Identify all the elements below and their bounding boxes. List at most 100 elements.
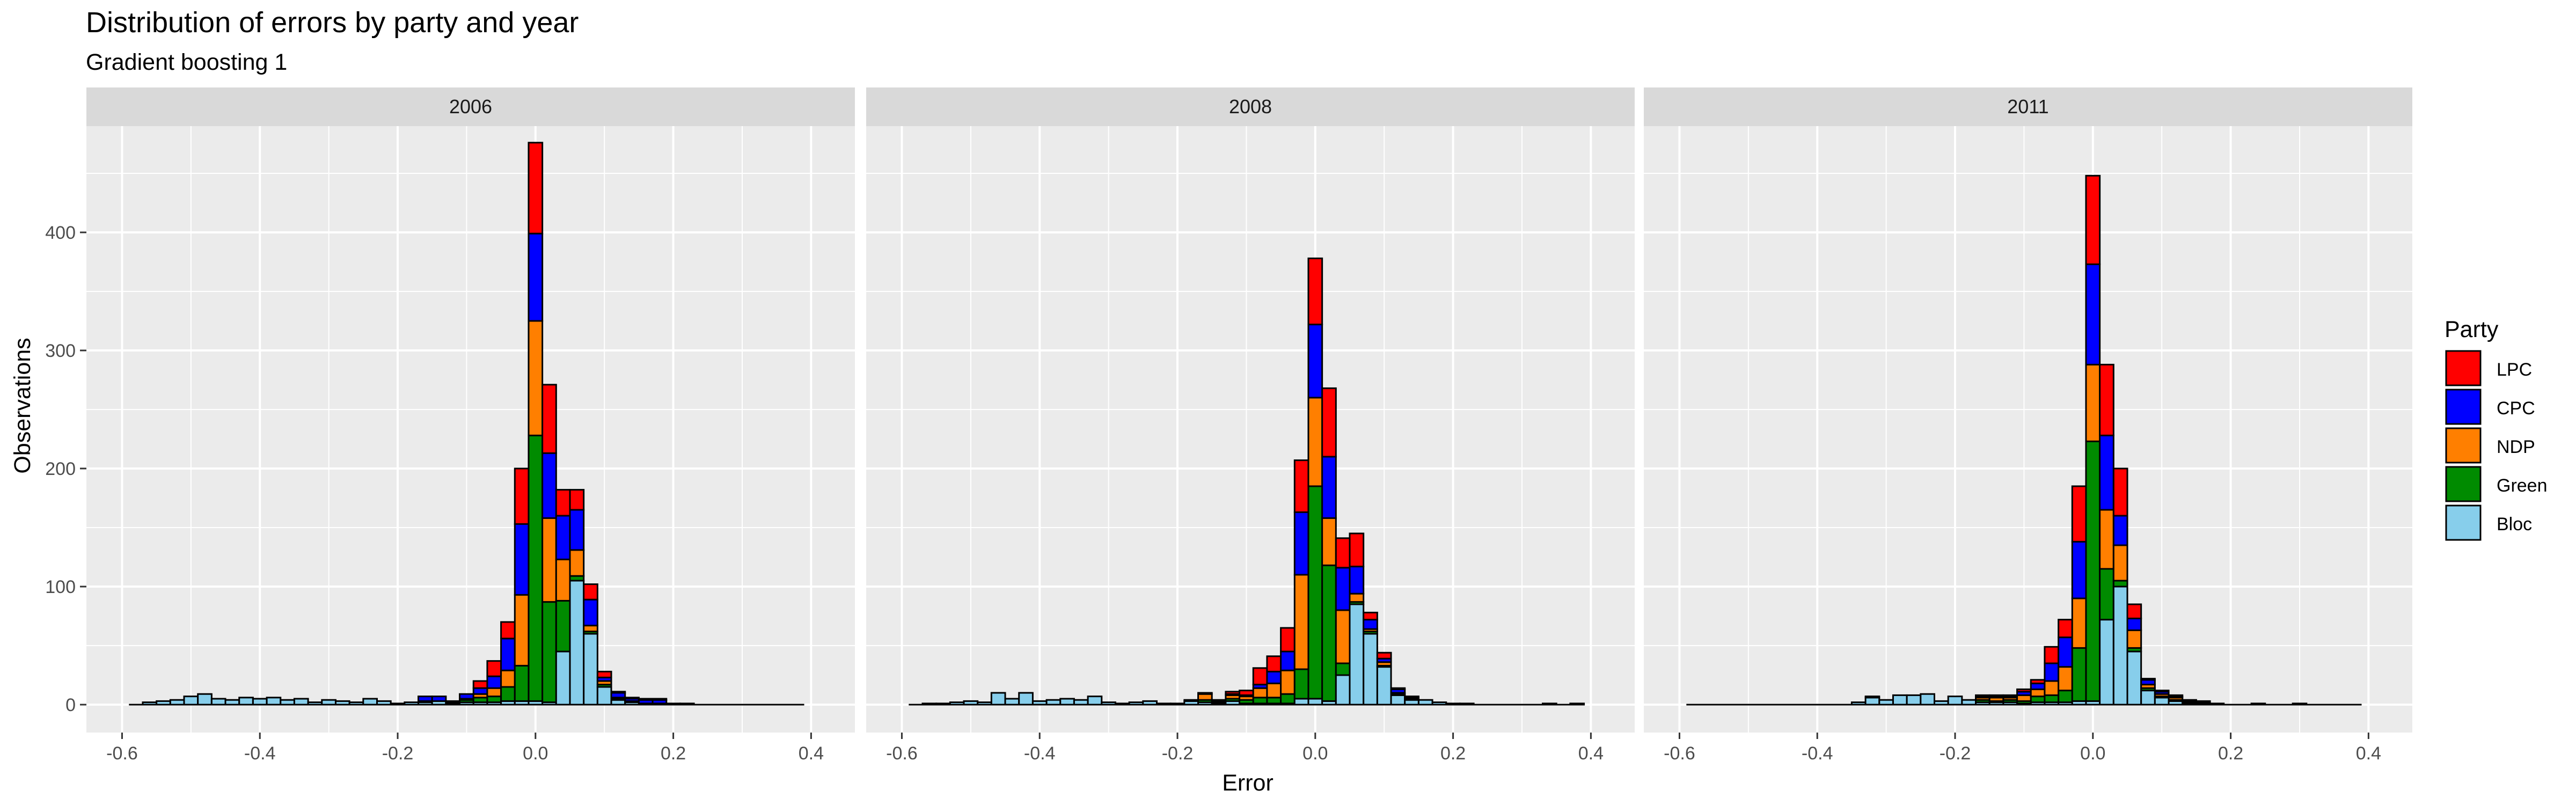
bar-ndp — [2126, 629, 2142, 649]
panel-background — [1644, 126, 2412, 733]
bar-lpc — [1293, 459, 1309, 513]
bar-lpc — [583, 583, 598, 601]
bar-green — [2071, 647, 2087, 702]
bar-ndp — [1307, 397, 1323, 487]
bar-green — [1321, 564, 1337, 702]
bar-ndp — [2112, 544, 2128, 582]
bar-lpc — [1975, 694, 1990, 698]
bar-lpc — [2085, 174, 2101, 265]
legend-swatch — [2445, 350, 2482, 386]
facet-strip — [866, 87, 1635, 126]
legend-item-cpc: CPC — [2445, 389, 2535, 425]
bar-lpc — [555, 489, 571, 517]
legend-label: Bloc — [2497, 514, 2532, 535]
bar-bloc — [266, 697, 282, 706]
bar-bloc — [1864, 697, 1880, 706]
x-tick-label: -0.4 — [244, 743, 276, 764]
bar-ndp — [583, 625, 598, 633]
x-tick-label: -0.2 — [382, 743, 414, 764]
legend-item-lpc: LPC — [2445, 350, 2532, 386]
bar-cpc — [1321, 456, 1337, 519]
bar-ndp — [1197, 693, 1213, 701]
bar-cpc — [459, 693, 474, 700]
facet-panel-2011: 2011 -0.6 -0.4 -0.2 0.0 0.2 0.4 — [1644, 87, 2412, 764]
bar-lpc — [1335, 537, 1351, 569]
bar-bloc — [1920, 693, 1935, 706]
bar-cpc — [431, 696, 447, 702]
bar-bloc — [1947, 696, 1963, 706]
bar-ndp — [1252, 687, 1268, 699]
bar-green — [1293, 668, 1309, 700]
bar-green — [2112, 580, 2128, 588]
bar-bloc — [238, 697, 254, 706]
bar-cpc — [2058, 636, 2073, 668]
bar-cpc — [569, 509, 585, 551]
bar-cpc — [500, 638, 516, 671]
bar-bloc — [197, 693, 213, 706]
bar-cpc — [418, 696, 433, 702]
bar-lpc — [500, 621, 516, 640]
bar-bloc — [1087, 696, 1103, 706]
bar-bloc — [596, 686, 612, 706]
legend-item-green: Green — [2445, 466, 2548, 502]
bar-ndp — [1280, 669, 1296, 695]
bar-lpc — [1211, 699, 1227, 702]
bar-lpc — [1280, 627, 1296, 653]
bar-lpc — [1349, 532, 1365, 568]
bar-bloc — [569, 580, 585, 706]
x-tick-label: 0.0 — [2080, 743, 2105, 764]
legend-swatch — [2445, 504, 2482, 541]
bar-bloc — [1363, 633, 1378, 706]
bar-bloc — [1293, 698, 1309, 706]
bar-bloc — [210, 698, 226, 706]
bar-green — [2099, 568, 2114, 621]
bar-cpc — [1349, 566, 1365, 595]
bar-cpc — [583, 598, 598, 627]
bars — [1850, 174, 2308, 706]
bar-lpc — [1266, 655, 1282, 672]
bar-lpc — [610, 691, 626, 694]
bar-lpc — [624, 697, 640, 700]
bar-lpc — [1363, 611, 1378, 621]
x-tick-label: -0.6 — [106, 743, 138, 764]
x-tick-label: 0.4 — [2356, 743, 2381, 764]
bar-lpc — [2112, 467, 2128, 517]
bar-cpc — [1266, 670, 1282, 684]
bar-lpc — [2002, 694, 2018, 698]
bar-lpc — [1321, 387, 1337, 458]
legend-item-bloc: Bloc — [2445, 504, 2532, 541]
bar-cpc — [472, 687, 488, 695]
y-tick-label: 400 — [45, 223, 76, 243]
bar-ndp — [2071, 597, 2087, 649]
bar-bloc — [2154, 697, 2170, 706]
legend-swatch — [2445, 466, 2482, 502]
x-tick-label: -0.6 — [886, 743, 918, 764]
x-tick-label: 0.0 — [523, 743, 548, 764]
bar-lpc — [1197, 692, 1213, 695]
legend-swatch — [2445, 389, 2482, 425]
legend-label: Green — [2497, 475, 2548, 496]
facet-strip-label: 2011 — [2007, 96, 2048, 118]
bar-green — [528, 434, 544, 702]
y-tick-label: 100 — [45, 577, 76, 597]
bar-ndp — [445, 700, 461, 704]
bar-lpc — [1252, 667, 1268, 686]
y-tick-label: 300 — [45, 341, 76, 361]
bar-lpc — [2195, 700, 2211, 704]
bar-lpc — [2044, 646, 2060, 664]
bar-cpc — [486, 675, 502, 689]
bar-cpc — [1335, 567, 1351, 611]
bar-ndp — [500, 669, 516, 688]
bar-lpc — [1390, 687, 1406, 690]
bar-lpc — [596, 670, 612, 678]
bar-lpc — [1376, 652, 1392, 660]
bar-ndp — [528, 320, 544, 436]
bar-green — [1864, 696, 1880, 699]
bar-cpc — [2030, 682, 2046, 690]
bar-ndp — [541, 517, 557, 603]
bar-bloc — [583, 633, 598, 706]
bar-green — [1266, 697, 1282, 705]
bar-lpc — [652, 698, 668, 701]
bar-green — [2030, 696, 2046, 704]
